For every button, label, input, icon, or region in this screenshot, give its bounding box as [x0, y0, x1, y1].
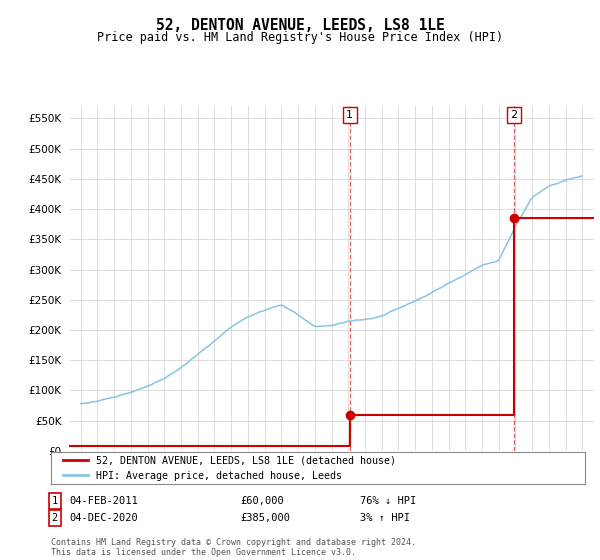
- Text: £60,000: £60,000: [240, 496, 284, 506]
- Text: £385,000: £385,000: [240, 513, 290, 523]
- Text: 04-DEC-2020: 04-DEC-2020: [69, 513, 138, 523]
- Text: Price paid vs. HM Land Registry's House Price Index (HPI): Price paid vs. HM Land Registry's House …: [97, 31, 503, 44]
- Text: Contains HM Land Registry data © Crown copyright and database right 2024.
This d: Contains HM Land Registry data © Crown c…: [51, 538, 416, 557]
- Text: 2: 2: [511, 110, 518, 120]
- Text: 2: 2: [52, 513, 58, 523]
- Text: 3% ↑ HPI: 3% ↑ HPI: [360, 513, 410, 523]
- Text: 1: 1: [346, 110, 353, 120]
- Text: 52, DENTON AVENUE, LEEDS, LS8 1LE: 52, DENTON AVENUE, LEEDS, LS8 1LE: [155, 18, 445, 33]
- Text: 1: 1: [52, 496, 58, 506]
- Text: 76% ↓ HPI: 76% ↓ HPI: [360, 496, 416, 506]
- Legend: 52, DENTON AVENUE, LEEDS, LS8 1LE (detached house), HPI: Average price, detached: 52, DENTON AVENUE, LEEDS, LS8 1LE (detac…: [61, 454, 398, 483]
- Text: 04-FEB-2011: 04-FEB-2011: [69, 496, 138, 506]
